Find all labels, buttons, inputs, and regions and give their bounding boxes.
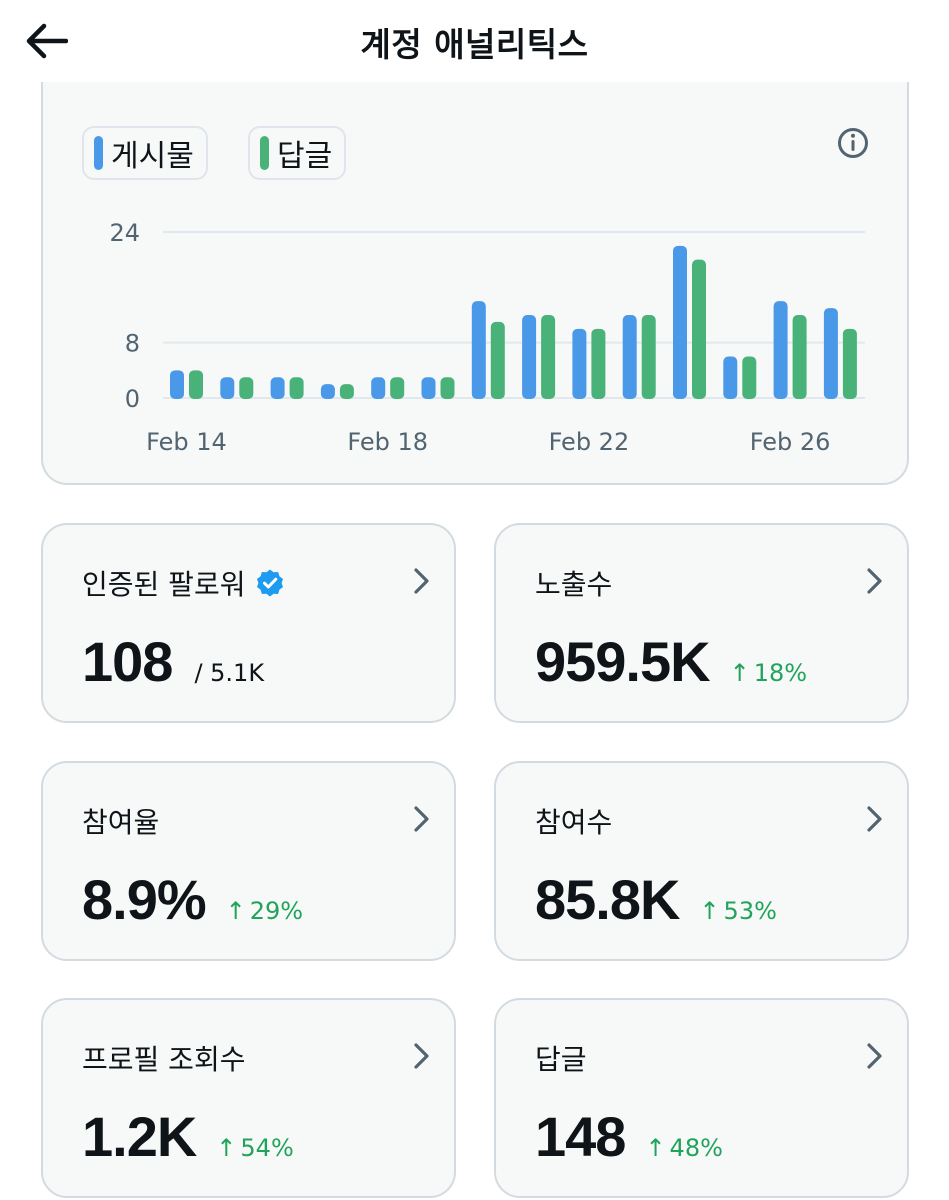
- metric-value-row: 8.9% ↑ 29%: [82, 867, 303, 932]
- bar-replies: [390, 377, 405, 399]
- bar-posts: [270, 377, 285, 399]
- metric-value-row: 148 ↑ 48%: [535, 1104, 723, 1169]
- metric-change-value: 18%: [753, 659, 808, 687]
- bar-posts: [673, 245, 687, 399]
- arrow-up-icon: ↑: [225, 897, 246, 925]
- metric-value: 8.9%: [82, 868, 207, 931]
- bar-replies: [692, 259, 706, 399]
- x-tick-label: Feb 26: [750, 428, 831, 456]
- metric-change-value: 54%: [240, 1134, 294, 1162]
- bar-replies: [742, 356, 757, 399]
- metric-value: 85.8K: [535, 868, 680, 931]
- bar-replies: [339, 384, 354, 399]
- bar-replies: [842, 328, 857, 399]
- bar-posts: [723, 356, 738, 399]
- arrow-up-icon: ↑: [729, 659, 750, 687]
- chevron-right-icon: [867, 568, 882, 594]
- metric-card-engagement-rate[interactable]: 참여율 8.9% ↑ 29%: [41, 761, 456, 961]
- metric-change-value: 29%: [249, 897, 304, 925]
- metric-value-row: 85.8K ↑ 53%: [535, 867, 777, 932]
- bar-posts: [823, 308, 838, 399]
- y-tick-label: 0: [125, 385, 140, 413]
- chevron-right-icon: [867, 806, 882, 832]
- bar-replies: [239, 377, 254, 399]
- metric-label: 프로필 조회수: [82, 1043, 246, 1076]
- legend-posts-toggle[interactable]: 게시물: [82, 126, 208, 180]
- x-tick-label: Feb 22: [549, 428, 630, 456]
- bar-posts: [371, 377, 386, 399]
- metric-card-verified-followers[interactable]: 인증된 팔로워 108 / 5.1K: [41, 523, 456, 723]
- bar-replies: [541, 315, 556, 399]
- chevron-right-icon: [867, 1043, 882, 1069]
- metric-change: ↑ 18%: [730, 659, 807, 687]
- x-tick-label: Feb 18: [347, 428, 428, 456]
- bar-replies: [189, 370, 203, 399]
- bar-replies: [490, 321, 505, 399]
- bar-posts: [522, 315, 537, 399]
- bar-replies: [440, 377, 455, 399]
- bar-replies: [641, 315, 656, 399]
- arrow-up-icon: ↑: [216, 1134, 237, 1162]
- metric-value-row: 108 / 5.1K: [82, 629, 264, 694]
- metric-label: 참여율: [82, 806, 160, 839]
- metric-change: ↑ 54%: [216, 1134, 293, 1162]
- arrow-up-icon: ↑: [645, 1134, 666, 1162]
- bar-replies: [792, 315, 807, 399]
- chevron-right-icon: [414, 806, 429, 832]
- metric-label: 답글: [535, 1043, 587, 1076]
- y-tick-label: 24: [109, 219, 140, 247]
- metric-change: ↑ 53%: [699, 897, 776, 925]
- metric-label: 참여수: [535, 806, 613, 839]
- x-tick-label: Feb 14: [146, 428, 227, 456]
- metric-card-profile-visits[interactable]: 프로필 조회수 1.2K ↑ 54%: [41, 998, 456, 1198]
- chevron-right-icon: [414, 568, 429, 594]
- bar-posts: [320, 384, 335, 399]
- bar-posts: [421, 377, 436, 399]
- metric-label: 인증된 팔로워: [82, 563, 285, 603]
- activity-chart-card: 게시물 답글 24 8 0 Feb 14 Feb 18 Feb 22 Feb 26: [41, 82, 909, 485]
- bar-posts: [471, 301, 486, 399]
- metric-card-engagements[interactable]: 참여수 85.8K ↑ 53%: [494, 761, 909, 961]
- page-title: 계정 애널리틱스: [360, 25, 589, 64]
- metric-value-row: 959.5K ↑ 18%: [535, 629, 807, 694]
- arrow-up-icon: ↑: [699, 897, 720, 925]
- info-icon[interactable]: [836, 126, 870, 160]
- arrow-left-icon: [26, 23, 68, 59]
- bar-posts: [572, 328, 587, 399]
- metric-label: 노출수: [535, 568, 613, 601]
- metric-value: 108: [82, 630, 173, 693]
- metric-value: 959.5K: [535, 630, 711, 693]
- bar-replies: [591, 328, 606, 399]
- bar-posts: [220, 377, 235, 399]
- verified-badge-icon: [257, 569, 284, 597]
- metric-change-value: 48%: [669, 1134, 723, 1162]
- metric-value: 1.2K: [82, 1105, 197, 1168]
- metric-value: 148: [535, 1105, 626, 1168]
- chevron-right-icon: [414, 1043, 429, 1069]
- bar-posts: [622, 315, 637, 399]
- legend-label-posts: 게시물: [111, 139, 194, 174]
- metric-card-replies[interactable]: 답글 148 ↑ 48%: [494, 998, 909, 1198]
- metric-total: / 5.1K: [194, 659, 265, 687]
- legend-label-replies: 답글: [277, 139, 333, 174]
- metric-change-value: 53%: [723, 897, 777, 925]
- metric-value-row: 1.2K ↑ 54%: [82, 1104, 294, 1169]
- legend-swatch-posts: [94, 136, 103, 170]
- app-header: 계정 애널리틱스: [0, 0, 949, 86]
- y-tick-label: 8: [125, 330, 140, 358]
- legend-replies-toggle[interactable]: 답글: [248, 126, 347, 180]
- metric-card-impressions[interactable]: 노출수 959.5K ↑ 18%: [494, 523, 909, 723]
- back-button[interactable]: [22, 18, 72, 64]
- metric-change: ↑ 48%: [645, 1134, 722, 1162]
- metric-label-text: 인증된 팔로워: [82, 568, 246, 601]
- legend-swatch-replies: [260, 136, 269, 170]
- bar-posts: [170, 370, 184, 399]
- bar-replies: [289, 377, 304, 399]
- bar-posts: [773, 301, 788, 399]
- metric-change: ↑ 29%: [226, 897, 303, 925]
